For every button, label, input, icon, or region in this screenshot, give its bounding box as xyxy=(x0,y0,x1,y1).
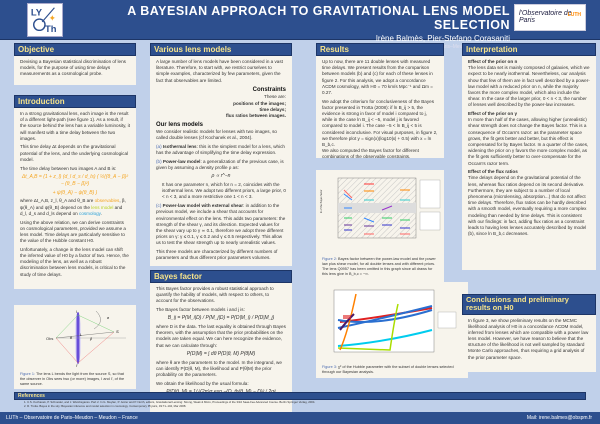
bayes-factor-eq: B_ij = P(M_i|D) / P(M_j|D) = P(D|M_i) / … xyxy=(167,315,275,322)
poster-authors: Irène Balmès, Pier-Stefano Corasaniti xyxy=(375,34,510,43)
bayes-factor-chart: ln of the Bayes factor xyxy=(320,177,441,239)
poster-header: LY Th ✦ A Bayesian approach to gravitation… xyxy=(0,0,600,50)
intro-p4: where Δt_A,B, z_l, θ_A and θ_B are obser… xyxy=(20,198,126,216)
intro-p5: Using the above relation, we can derive … xyxy=(20,219,126,244)
lens-models-panel: Various lens models A large number of le… xyxy=(150,43,292,266)
svg-text:α: α xyxy=(107,316,110,320)
time-delay-equation: Δt_A,B = (1 + z_l) (d_l d_s / d_ls) ( ½(… xyxy=(21,174,129,187)
reference-1: 1. C.S. Kochanek, P. Schneider, and J. W… xyxy=(24,400,316,404)
reference-2: 2. R. Trotta. Bayes in the sky: Bayesian… xyxy=(24,403,187,408)
constraint-3: flux ratios between images. xyxy=(226,112,286,118)
our-models-heading: Our lens models xyxy=(156,122,204,129)
svg-text:θ: θ xyxy=(70,336,72,340)
objective-heading: Objective xyxy=(14,43,136,56)
objective-panel: Objective Devising a Bayesian statistica… xyxy=(14,43,136,85)
intro-p1: In a strong gravitational lens, each ima… xyxy=(20,111,130,141)
svg-text:β: β xyxy=(89,337,92,341)
svg-text:✦: ✦ xyxy=(49,13,56,23)
intro-p6: Unfortunately, a change in the lens mode… xyxy=(20,246,129,277)
svg-text:L: L xyxy=(80,333,82,337)
constraints-heading: Constraints xyxy=(252,87,286,94)
objective-text: Devising a Bayesian statistical discrimi… xyxy=(20,59,126,77)
lens-models-heading: Various lens models xyxy=(150,43,292,56)
constraint-2: time delays; xyxy=(259,106,286,112)
results-heading: Results xyxy=(316,43,444,56)
model-b: (b) Power-law model: a generalization of… xyxy=(156,158,284,171)
model-c: (c) Power-law model with external shear:… xyxy=(156,203,286,246)
interpretation-heading: Interpretation xyxy=(462,43,596,56)
introduction-panel: Introduction In a strong gravitational l… xyxy=(14,95,136,289)
svg-text:LY: LY xyxy=(31,6,43,17)
introduction-heading: Introduction xyxy=(14,95,136,108)
observatoire-logo: l'Observatoire de Paris LUTH xyxy=(514,4,586,31)
svg-text:S: S xyxy=(116,329,119,334)
bayes-factor-heading: Bayes factor xyxy=(150,270,292,283)
poster-title: A Bayesian approach to gravitational len… xyxy=(127,4,510,32)
lens-models-intro: A large number of lens models have been … xyxy=(156,59,283,83)
luth-logo-text: LUTH xyxy=(567,12,581,18)
bayes-factor-panel: Bayes factor This Bayes factor provides … xyxy=(150,270,292,412)
footer-affiliation: LUTh – Observatoire de Paris–Meudon – Me… xyxy=(6,415,138,421)
poster-footer: LUTh – Observatoire de Paris–Meudon – Me… xyxy=(0,412,600,424)
density-profile-eq: ρ ∝ r^−n xyxy=(211,173,231,180)
figure2-caption: Figure 2: Bayes factor between the power… xyxy=(322,257,436,276)
references-heading: References xyxy=(14,392,586,400)
luth-logo: LY Th ✦ xyxy=(27,3,63,37)
svg-text:I': I' xyxy=(76,364,78,367)
svg-text:Th: Th xyxy=(45,23,57,34)
time-delay-equation-2: + ψ(θ_A) − ψ(θ_B) ) xyxy=(52,189,98,196)
intro-p3: The time delay between two images A and … xyxy=(20,165,117,171)
constraint-1: positions of the images; xyxy=(233,100,286,106)
svg-text:Obs: Obs xyxy=(46,336,53,341)
evidence-eq: P(D|M) = ∫ dθ P(D|θ, M) P(θ|M) xyxy=(186,351,256,358)
conclusions-heading: Conclusions and preliminary results on H… xyxy=(462,294,596,315)
interpretation-panel: Interpretation Effect of the prior on n … xyxy=(462,43,596,270)
references-panel: References 1. C.S. Kochanek, P. Schneide… xyxy=(14,392,586,412)
lens-geometry-diagram: Obs S L θ β α I I' xyxy=(46,310,126,368)
figure1-panel: Obs S L θ β α I I' Figure 1: The lens L … xyxy=(14,305,136,389)
model-a: (a) Isothermal lens: this is the simples… xyxy=(156,144,285,156)
figure3-caption: Figure 3: χ² of the Hubble parameter wit… xyxy=(322,365,454,374)
footer-email[interactable]: Mail: irene.balmes@obspm.fr xyxy=(526,415,592,421)
h0-chi2-chart xyxy=(333,289,457,353)
svg-text:I: I xyxy=(76,310,77,314)
poster-affiliation: LUTh, Observatoire de Paris–Meudon, Meud… xyxy=(386,44,510,50)
figure1-caption: Figure 1: The lens L bends the light fro… xyxy=(20,372,125,386)
intro-p2: This time delay Δt depends on the gravit… xyxy=(20,144,129,162)
conclusions-panel: Conclusions and preliminary results on H… xyxy=(462,294,596,372)
results-panel: Results Up to now, there are 11 double l… xyxy=(316,43,444,159)
observatoire-logo-text: l'Observatoire de Paris xyxy=(519,10,572,24)
figure3-panel: Figure 3: χ² of the Hubble parameter wit… xyxy=(316,282,468,378)
svg-text:ln of the Bayes factor: ln of the Bayes factor xyxy=(320,189,323,213)
figure2-panel: ln of the Bayes factor Figure 2: Bayes f… xyxy=(316,170,444,282)
